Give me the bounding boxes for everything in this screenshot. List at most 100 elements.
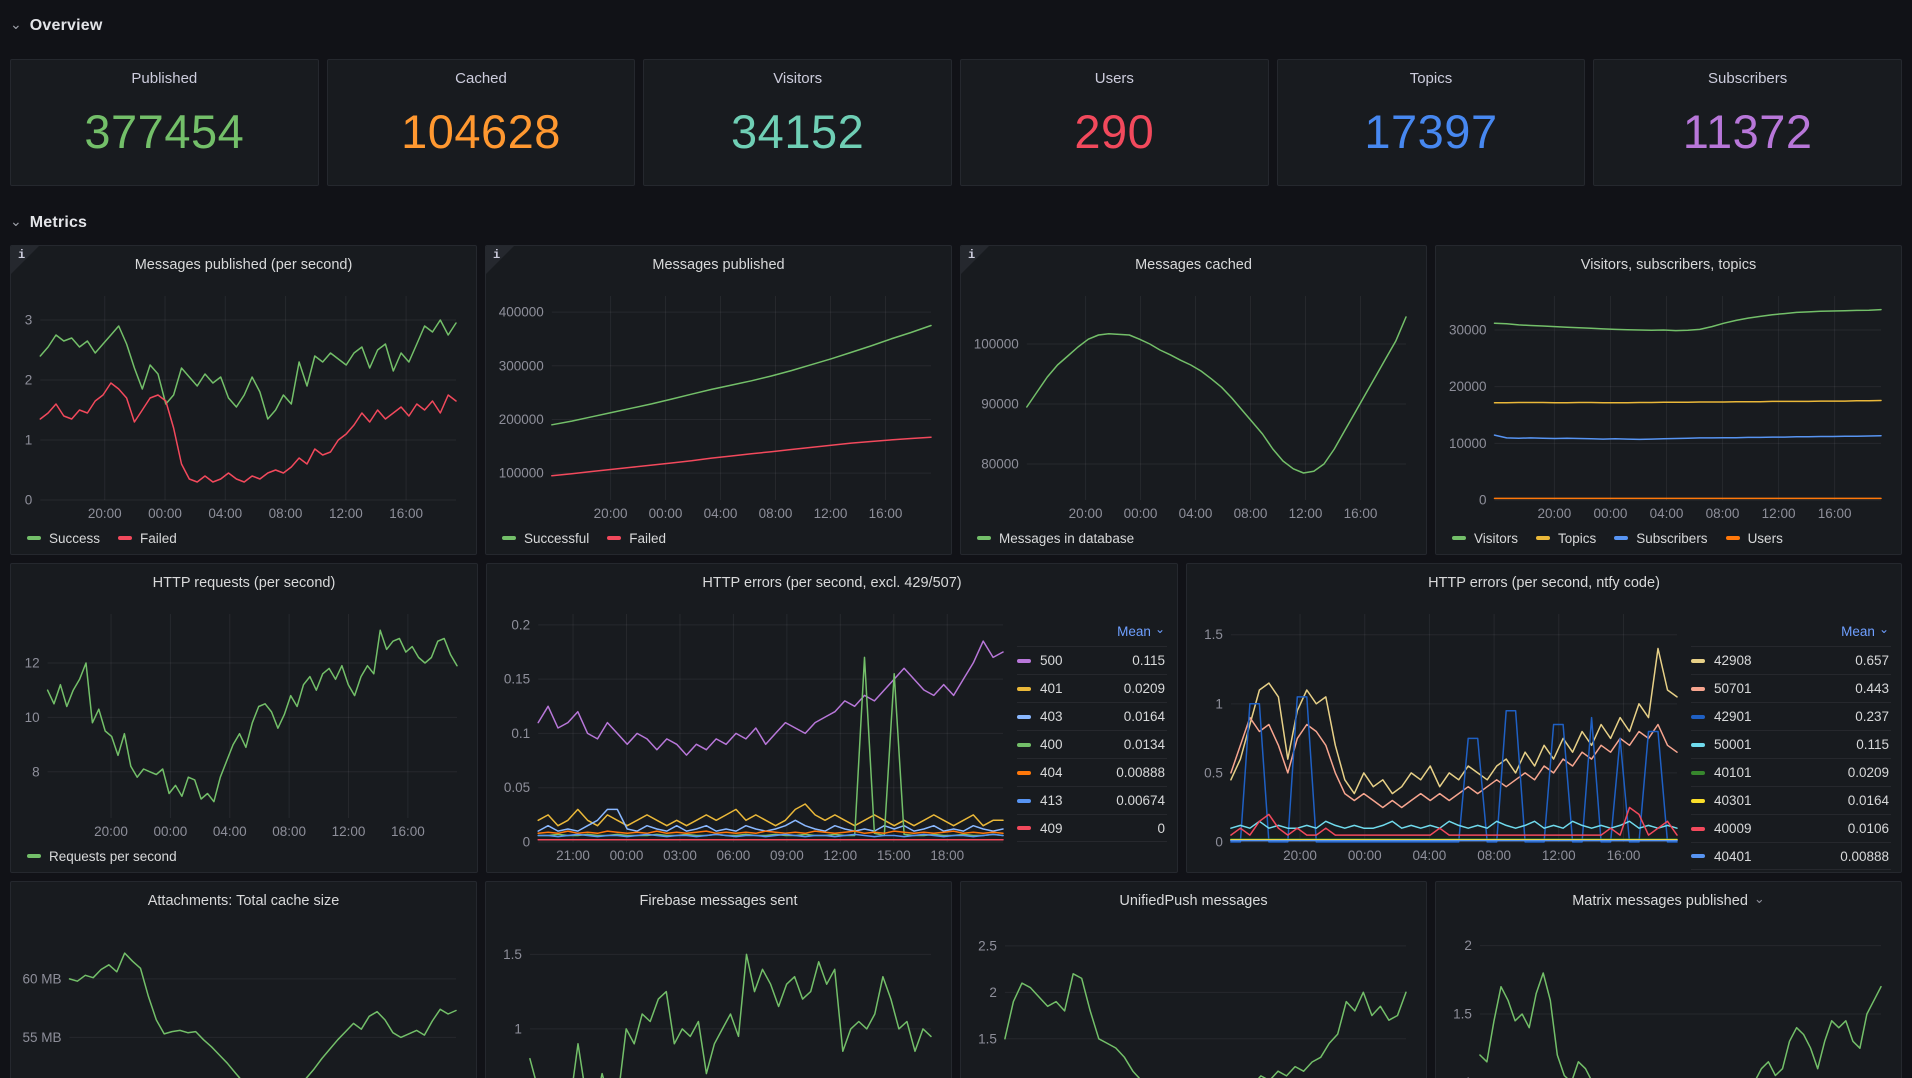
chart[interactable]: 0.511.5 [490,920,945,1078]
legend-row[interactable]: 403 0.0164 [1017,702,1167,730]
legend-item[interactable]: Requests per second [27,849,177,864]
legend-item[interactable]: Topics [1536,531,1596,546]
info-corner [11,246,39,274]
panel-header[interactable]: Visitors, subscribers, topics [1436,246,1901,284]
legend-item[interactable]: Failed [607,531,666,546]
svg-text:08:00: 08:00 [759,506,793,521]
svg-text:1.5: 1.5 [978,1031,997,1046]
legend-mean-value: 0.0209 [1123,681,1165,696]
panel-header[interactable]: UnifiedPush messages [961,882,1426,920]
section-metrics[interactable]: ⌄ Metrics [10,211,1902,235]
legend-row[interactable]: 401 0.0209 [1017,674,1167,702]
stat-panel-published: Published 377454 [10,59,319,186]
chart[interactable]: 0 1 2 3 20:00 00:00 04:00 08:00 12:00 16:00 [15,284,470,526]
legend-mean-value: 0.0106 [1847,821,1889,836]
legend-row[interactable]: 500 0.115 [1017,646,1167,674]
chart[interactable]: 80000 90000 100000 20:00 00:00 04:00 08:00 12:0… [965,284,1420,526]
chart[interactable]: 0 10000 20000 30000 20:00 00:00 04:00 08:00 12:0… [1440,284,1895,526]
legend-swatch [1691,686,1705,691]
legend-row[interactable]: 40301 0.0164 [1691,786,1891,814]
section-overview[interactable]: ⌄ Overview [10,14,1902,38]
legend-item[interactable]: Messages in database [977,531,1134,546]
legend-swatch [1614,536,1629,540]
legend-item[interactable]: Users [1725,531,1783,546]
panel-header[interactable]: Matrix messages published ⌄ [1436,882,1901,920]
chart[interactable]: 8 10 12 20:00 00:00 04:00 08:00 12:00 16:00 [15,602,471,844]
panel-header[interactable]: Attachments: Total cache size [11,882,476,920]
legend-mean-header[interactable]: Mean ⌄ [1691,616,1891,646]
legend-item[interactable]: Success [27,531,100,546]
panel-header[interactable]: Messages cached [961,246,1426,284]
chart[interactable]: 0 0.05 0.1 0.15 0.2 21:00 00:00 03:00 06:00 09:00… [491,602,1017,868]
legend-mean-header[interactable]: Mean ⌄ [1017,616,1167,646]
legend-mean-value: 0.0134 [1123,737,1165,752]
svg-text:1: 1 [514,1021,522,1036]
legend-swatch [1017,826,1031,830]
legend-row[interactable]: 42901 0.237 [1691,702,1891,730]
legend-swatch [977,536,991,540]
panel-header[interactable]: Messages published (per second) [11,246,476,284]
legend-item[interactable]: Visitors [1452,531,1518,546]
legend-row[interactable]: 409 0 [1017,814,1167,842]
info-icon[interactable]: i [493,248,501,262]
panel-header[interactable]: Firebase messages sent [486,882,951,920]
info-icon[interactable]: i [18,248,26,262]
legend-mean-value: 0.00888 [1840,848,1889,864]
panel-header[interactable]: HTTP errors (per second, ntfy code) [1187,564,1901,602]
chart[interactable]: 100000 200000 300000 400000 20:00 00:00 04:00 0… [490,284,945,526]
stat-panel-cached: Cached 104628 [326,59,636,186]
legend-row[interactable]: 40401 0.00888 [1691,842,1891,870]
svg-text:00:00: 00:00 [1594,506,1628,521]
info-corner [961,246,989,274]
series-403 [537,808,1004,832]
chart-svg: 0 1 2 3 20:00 00:00 04:00 08:00 12:00 16:00 [25,296,457,521]
legend-swatch [502,536,516,540]
panel-header[interactable]: Messages published [486,246,951,284]
svg-text:08:00: 08:00 [1477,848,1511,863]
info-icon[interactable]: i [968,248,976,262]
svg-text:2: 2 [989,985,997,1000]
legend-row[interactable]: 400 0.0134 [1017,730,1167,758]
legend-mean-value: 0.115 [1856,737,1889,752]
stat-value: 17397 [1364,104,1498,158]
chart[interactable]: 11.522.5 [965,920,1420,1078]
chart[interactable]: 55 MB 60 MB [15,920,470,1078]
panel-title: HTTP errors (per second, ntfy code) [1428,575,1660,591]
legend-swatch [27,854,41,858]
svg-text:10: 10 [25,710,40,725]
series-success [39,319,457,420]
series-messages-in-database [1026,316,1407,474]
legend-row[interactable]: 40101 0.0209 [1691,758,1891,786]
chart-svg: 55 MB 60 MB [22,952,457,1078]
legend-mean-value: 0.443 [1855,681,1889,696]
stat-value: 34152 [731,104,865,158]
legend-item[interactable]: Subscribers [1614,531,1708,546]
series-failed [551,436,932,477]
legend-row[interactable]: 404 0.00888 [1017,758,1167,786]
panel-header[interactable]: HTTP errors (per second, excl. 429/507) [487,564,1177,602]
chart[interactable]: 0 0.5 1 1.5 20:00 00:00 04:00 08:00 12:00 16:00 [1191,602,1691,868]
stat-value: 377454 [84,104,245,158]
legend-label: Failed [629,530,667,546]
legend-item[interactable]: Successful [502,531,589,546]
legend-item[interactable]: Failed [118,531,177,546]
legend-row[interactable]: 413 0.00674 [1017,786,1167,814]
legend-row[interactable]: 50001 0.115 [1691,730,1891,758]
legend-swatch [1452,536,1466,540]
panel-header[interactable]: HTTP requests (per second) [11,564,477,602]
svg-text:20000: 20000 [1449,379,1487,394]
series-firebase-messages-sent [529,953,932,1078]
legend-row[interactable]: 50701 0.443 [1691,674,1891,702]
legend-swatch [1691,770,1705,775]
svg-text:20:00: 20:00 [1069,506,1103,521]
panel-title: Firebase messages sent [639,893,798,909]
chart[interactable]: 0.511.52 [1440,920,1895,1078]
svg-text:16:00: 16:00 [389,506,423,521]
svg-text:300000: 300000 [499,358,544,373]
svg-text:12:00: 12:00 [1289,506,1323,521]
chart-svg: 0 0.05 0.1 0.15 0.2 21:00 00:00 03:00 06:00 09:00… [504,614,1004,863]
legend-row[interactable]: 40009 0.0106 [1691,814,1891,842]
chart-svg: 0 10000 20000 30000 20:00 00:00 04:00 08:00 12:0… [1449,296,1882,521]
series-40009 [1230,806,1678,836]
legend-row[interactable]: 42908 0.657 [1691,646,1891,674]
